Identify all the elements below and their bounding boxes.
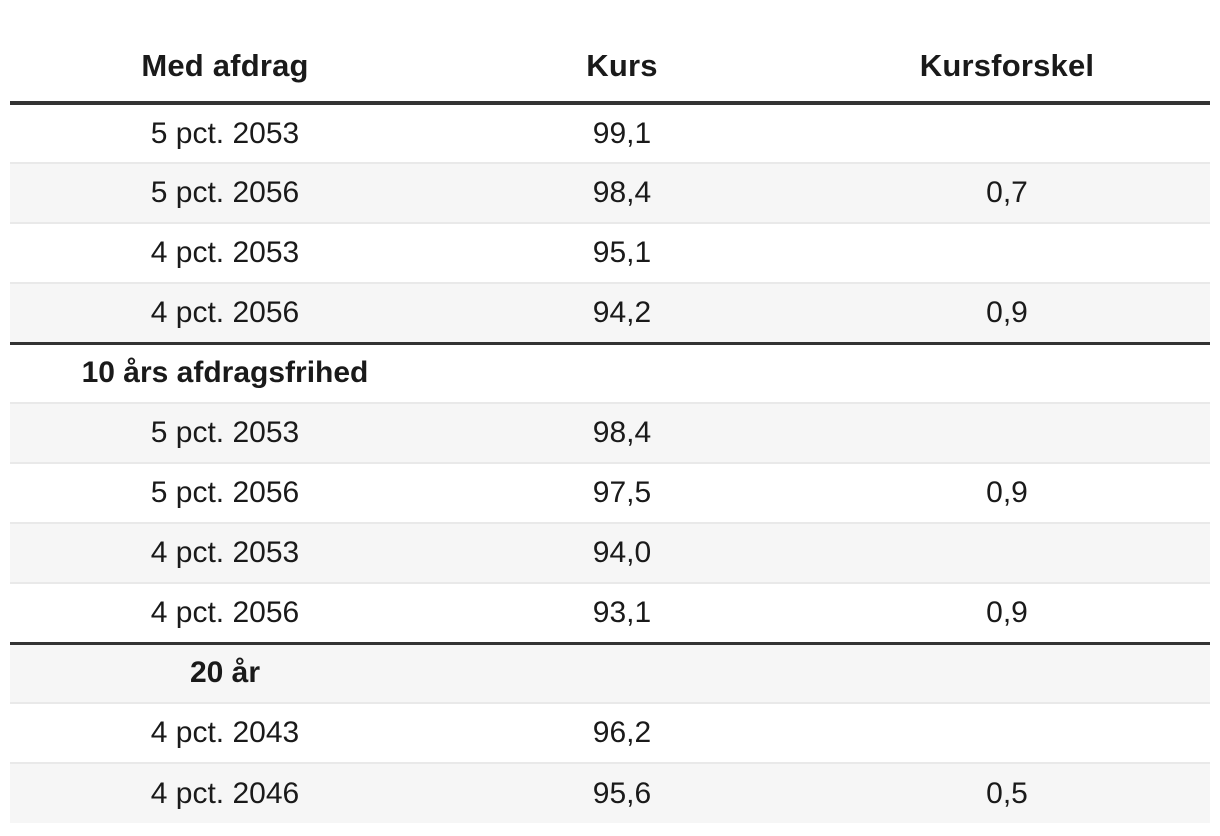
bond-name-cell: 5 pct. 2053 xyxy=(150,116,300,150)
table-row: 5 pct. 2053 99,1 xyxy=(10,103,1210,163)
bond-name-cell: 4 pct. 2043 xyxy=(150,716,300,749)
kursforskel-value-cell xyxy=(804,223,1210,283)
kurs-value-cell xyxy=(440,343,804,403)
kurs-value-cell xyxy=(440,643,804,703)
column-header-kursforskel: Kursforskel xyxy=(804,30,1210,105)
table-body: 5 pct. 2053 99,1 5 pct. 2056 98,4 0,7 4 pct. … xyxy=(10,103,1210,823)
kurs-value-cell: 93,1 xyxy=(592,595,652,629)
table-row: 4 pct. 2056 93,1 0,9 xyxy=(10,583,1210,643)
kursforskel-value-cell xyxy=(804,103,1210,163)
bond-name-cell: 4 pct. 2056 xyxy=(150,295,300,329)
kurs-value-cell: 98,4 xyxy=(592,416,652,449)
kurs-value-cell: 98,4 xyxy=(592,176,652,209)
column-header-med-afdrag: Med afdrag xyxy=(10,30,440,105)
bond-name-cell: 4 pct. 2053 xyxy=(150,236,300,269)
bond-name-cell: 4 pct. 2056 xyxy=(150,595,300,629)
bond-name-cell: 5 pct. 2056 xyxy=(150,476,300,509)
table-row: 4 pct. 2053 95,1 xyxy=(10,223,1210,283)
kursforskel-value-cell xyxy=(804,643,1210,703)
bond-price-table-wrapper: Med afdrag Kurs Kursforskel 5 pct. 2053 9… xyxy=(10,30,1210,823)
kurs-value-cell: 94,0 xyxy=(592,536,652,569)
kursforskel-value-cell: 0,9 xyxy=(986,295,1028,329)
table-row: 5 pct. 2053 98,4 xyxy=(10,403,1210,463)
kursforskel-value-cell xyxy=(804,403,1210,463)
table-header: Med afdrag Kurs Kursforskel xyxy=(10,30,1210,105)
kurs-value-cell: 97,5 xyxy=(592,476,652,509)
section-header-row: 10 års afdragsfrihed xyxy=(10,343,1210,403)
table-row: 4 pct. 2056 94,2 0,9 xyxy=(10,283,1210,343)
table-row: 5 pct. 2056 97,5 0,9 xyxy=(10,463,1210,523)
kurs-value-cell: 96,2 xyxy=(592,716,652,749)
bond-name-cell: 5 pct. 2053 xyxy=(150,416,300,449)
kursforskel-value-cell xyxy=(804,703,1210,763)
kursforskel-value-cell: 0,9 xyxy=(986,595,1028,629)
bond-name-cell: 4 pct. 2053 xyxy=(150,536,300,569)
kurs-value-cell: 95,1 xyxy=(592,236,652,269)
section-label: 20 år xyxy=(189,656,261,690)
kurs-value-cell: 94,2 xyxy=(592,295,652,329)
table-row: 4 pct. 2043 96,2 xyxy=(10,703,1210,763)
kursforskel-value-cell xyxy=(804,523,1210,583)
kursforskel-value-cell: 0,7 xyxy=(986,176,1028,209)
table-row: 4 pct. 2053 94,0 xyxy=(10,523,1210,583)
section-header-row: 20 år xyxy=(10,643,1210,703)
bond-name-cell: 4 pct. 2046 xyxy=(150,776,300,810)
column-header-kurs: Kurs xyxy=(440,30,804,105)
kurs-value-cell: 99,1 xyxy=(592,116,652,150)
kursforskel-value-cell: 0,9 xyxy=(986,476,1028,509)
bond-name-cell: 5 pct. 2056 xyxy=(150,176,300,209)
section-label: 10 års afdragsfrihed xyxy=(81,356,369,390)
table-row: 4 pct. 2046 95,6 0,5 xyxy=(10,763,1210,823)
table-row: 5 pct. 2056 98,4 0,7 xyxy=(10,163,1210,223)
kursforskel-value-cell: 0,5 xyxy=(986,776,1028,810)
bond-price-table: Med afdrag Kurs Kursforskel 5 pct. 2053 9… xyxy=(10,30,1210,823)
kurs-value-cell: 95,6 xyxy=(592,776,652,810)
kursforskel-value-cell xyxy=(804,343,1210,403)
header-row: Med afdrag Kurs Kursforskel xyxy=(10,30,1210,105)
